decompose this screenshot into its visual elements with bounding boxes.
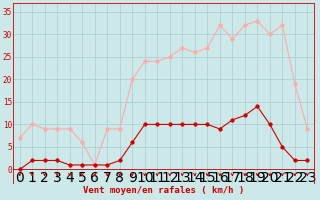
X-axis label: Vent moyen/en rafales ( km/h ): Vent moyen/en rafales ( km/h ) [83,186,244,195]
